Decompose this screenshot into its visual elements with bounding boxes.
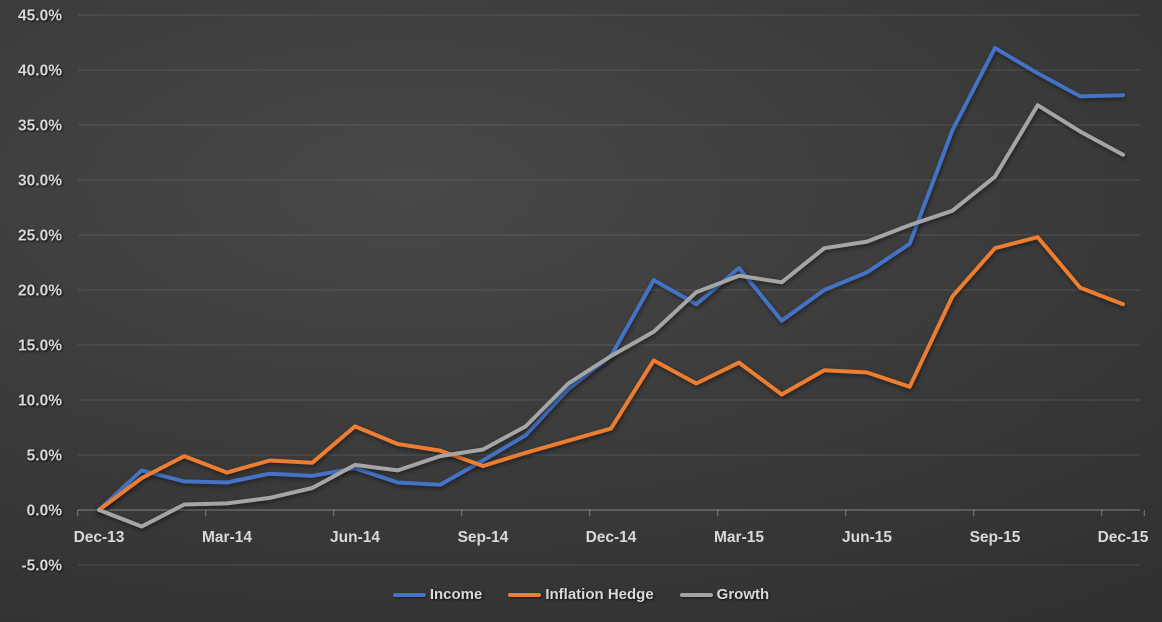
chart-legend: Income Inflation Hedge Growth <box>0 586 1162 603</box>
x-axis-tick-label: Mar-15 <box>714 529 764 546</box>
y-axis-tick-label: 30.0% <box>18 173 62 190</box>
x-axis-tick-label: Jun-15 <box>842 529 892 546</box>
y-axis-tick-label: -5.0% <box>22 558 63 575</box>
legend-label: Income <box>429 586 483 603</box>
y-axis-tick-label: 5.0% <box>27 448 63 465</box>
x-axis-tick-label: Dec-14 <box>586 529 637 546</box>
y-axis-tick-label: 40.0% <box>18 63 62 80</box>
x-axis-tick-label: Dec-13 <box>74 529 125 546</box>
x-axis-tick-label: Mar-14 <box>202 529 252 546</box>
legend-item-income: Income <box>392 586 483 603</box>
growth-line <box>97 103 1125 529</box>
y-axis-tick-label: 20.0% <box>18 283 62 300</box>
y-axis-tick-label: 10.0% <box>18 393 62 410</box>
y-axis-tick-label: 0.0% <box>27 503 63 520</box>
legend-label: Growth <box>716 586 770 603</box>
x-axis-tick-label: Sep-15 <box>970 529 1021 546</box>
legend-item-growth: Growth <box>679 586 770 603</box>
y-axis-tick-label: 25.0% <box>18 228 62 245</box>
x-axis-tick-label: Dec-15 <box>1098 529 1149 546</box>
x-axis-tick-label: Jun-14 <box>330 529 380 546</box>
legend-label: Inflation Hedge <box>545 586 654 603</box>
legend-line-swatch <box>508 592 542 597</box>
y-axis-tick-label: 45.0% <box>18 8 62 25</box>
x-axis-tick-label: Sep-14 <box>458 529 509 546</box>
legend-line-swatch <box>392 592 426 597</box>
inflation-hedge-line <box>97 235 1125 512</box>
legend-line-swatch <box>679 592 713 597</box>
legend-item-inflation-hedge: Inflation Hedge <box>508 586 654 603</box>
y-axis-tick-label: 15.0% <box>18 338 62 355</box>
y-axis-tick-label: 35.0% <box>18 118 62 135</box>
